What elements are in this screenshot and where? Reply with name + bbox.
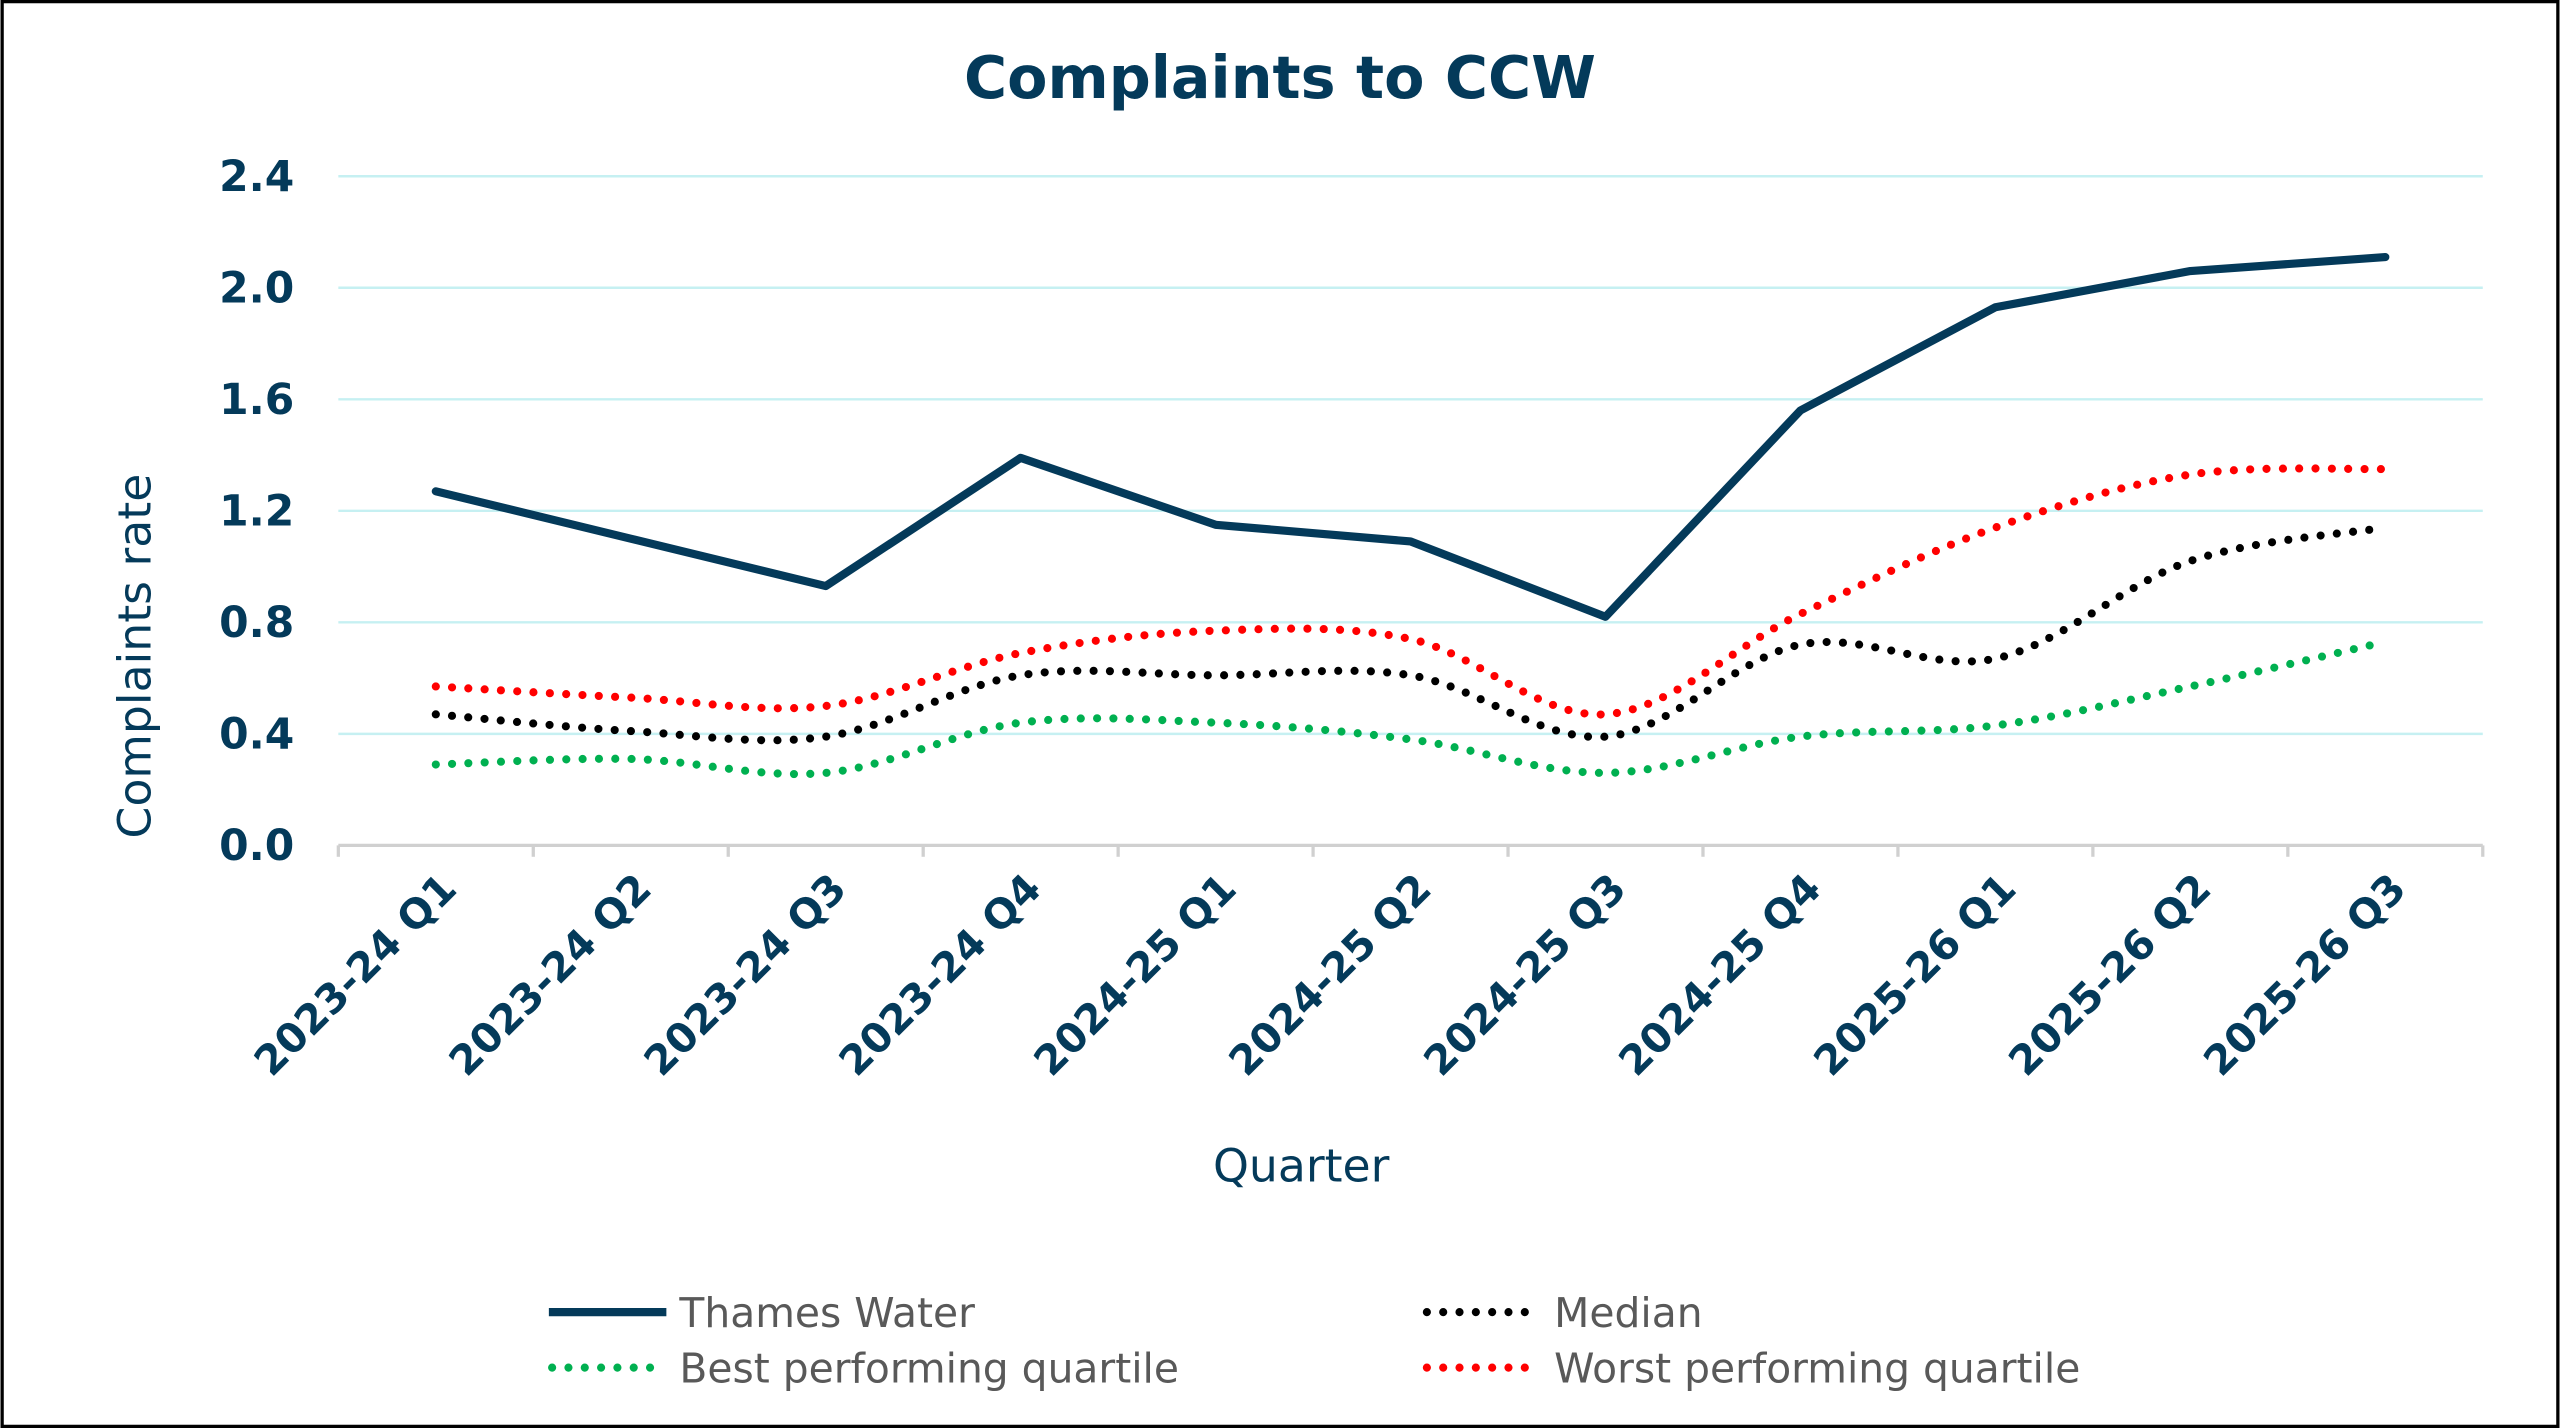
series-line-worst-performing-quartile [431,464,2390,719]
legend-label: Best performing quartile [679,1344,1179,1392]
y-tick-label: 1.2 [219,488,294,537]
legend-item: Thames Water [548,1289,975,1337]
y-tick-label: 0.4 [219,711,294,760]
chart-title: Complaints to CCW [964,43,1596,112]
y-axis-label: Complaints rate [109,474,162,839]
y-tick-label: 2.4 [219,153,294,202]
y-tick-label: 1.6 [219,376,294,425]
y-tick-label: 0.8 [219,599,294,648]
legend-item: Median [1422,1289,1703,1337]
y-tick-label: 0.0 [219,822,294,871]
series-line-thames-water [431,253,2390,621]
legend-item: Best performing quartile [548,1344,1179,1392]
series-line-median [431,523,2390,745]
x-axis-label: Quarter [1213,1140,1390,1193]
y-tick-label: 2.0 [219,264,294,313]
legend-label: Worst performing quartile [1554,1344,2080,1392]
legend-label: Median [1554,1289,1702,1337]
legend-label: Thames Water [678,1289,975,1337]
legend-item: Worst performing quartile [1422,1344,2080,1392]
